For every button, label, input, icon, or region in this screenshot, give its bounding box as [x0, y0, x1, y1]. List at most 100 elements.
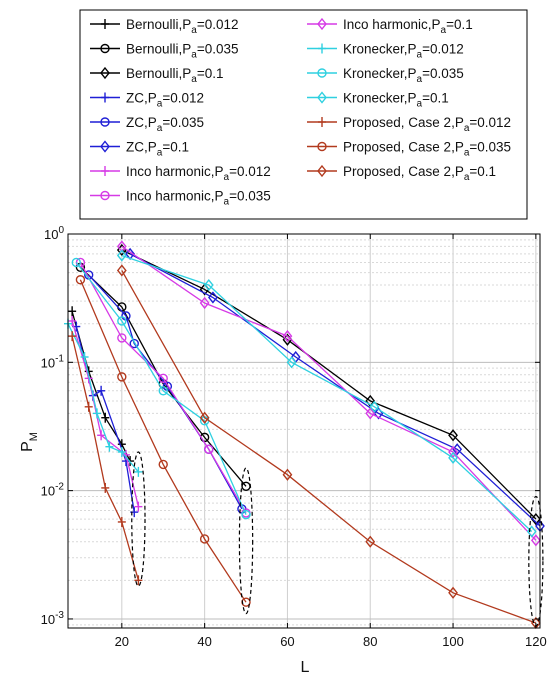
legend-label: Bernoulli,Pa=0.012: [126, 17, 239, 36]
legend-label: ZC,Pa=0.1: [126, 140, 189, 159]
data-point: [75, 275, 86, 285]
data-point: [199, 296, 210, 310]
x-tick-label: 100: [442, 634, 464, 649]
legend-label: Proposed, Case 2,Pa=0.012: [343, 115, 511, 134]
data-point: [117, 333, 127, 343]
legend-item: Bernoulli,Pa=0.1: [90, 66, 224, 85]
legend-label: Bernoulli,Pa=0.035: [126, 42, 239, 61]
data-point: [286, 356, 297, 369]
legend-marker: [317, 141, 327, 152]
legend-label: Proposed, Case 2,Pa=0.1: [343, 164, 496, 183]
annotation-layer: [131, 451, 544, 627]
axes: 20 40 60 80 100 120 10-3 10-2 10-1 100: [41, 225, 547, 649]
data-point: [101, 482, 110, 493]
data-point: [97, 430, 106, 441]
data-point: [208, 291, 218, 304]
legend-item: Inco harmonic,Pa=0.1: [307, 17, 473, 36]
legend-marker: [318, 43, 326, 54]
legend-label: Inco harmonic,Pa=0.035: [126, 189, 271, 208]
series-13: [75, 275, 251, 607]
y-axis-label-main: P: [19, 441, 36, 452]
legend-label: ZC,Pa=0.012: [126, 91, 204, 110]
series-11: [116, 249, 537, 538]
x-axis-label: L: [301, 659, 310, 676]
data-point: [365, 407, 376, 420]
x-tick-label: 80: [363, 634, 377, 649]
legend-item: Kronecker,Pa=0.035: [307, 66, 464, 85]
series-line: [67, 323, 139, 473]
data-point: [448, 445, 458, 459]
y-tick-label: 10-2: [41, 482, 65, 499]
series-line: [121, 249, 537, 520]
data-point: [117, 372, 127, 382]
data-point: [92, 408, 101, 419]
legend-item: Proposed, Case 2,Pa=0.1: [307, 164, 496, 183]
legend-label: Kronecker,Pa=0.035: [343, 66, 464, 85]
data-point: [117, 447, 126, 458]
legend-item: ZC,Pa=0.012: [90, 91, 204, 110]
data-point: [68, 331, 77, 342]
highlight-ellipse: [131, 451, 146, 587]
legend-marker: [317, 68, 327, 78]
data-point: [105, 441, 114, 452]
data-point: [84, 401, 93, 412]
series-12: [68, 331, 143, 586]
data-point: [117, 316, 127, 326]
legend-marker: [101, 92, 109, 103]
legend-item: Proposed, Case 2,Pa=0.035: [307, 140, 511, 159]
data-point: [97, 385, 106, 396]
legend-marker: [318, 117, 326, 127]
series-line: [121, 254, 533, 532]
grid: [68, 234, 540, 628]
data-point: [101, 412, 110, 423]
data-point: [282, 330, 293, 343]
legend-label: Kronecker,Pa=0.012: [343, 42, 464, 61]
series-line: [79, 262, 247, 514]
series-1: [75, 262, 251, 492]
legend-marker: [100, 117, 110, 127]
legend-item: Bernoulli,Pa=0.012: [90, 17, 239, 36]
data-point: [526, 525, 537, 538]
series-line: [121, 270, 537, 624]
data-point: [241, 509, 251, 520]
legend-item: Proposed, Case 2,Pa=0.012: [307, 115, 511, 134]
data-point: [134, 501, 143, 512]
data-point: [116, 264, 127, 277]
y-axis-label-sub: M: [28, 432, 40, 441]
legend-label: Inco harmonic,Pa=0.012: [126, 164, 271, 183]
data-point: [68, 306, 77, 317]
legend-label: Kronecker,Pa=0.1: [343, 91, 449, 110]
legend-box: [79, 9, 528, 220]
data-point: [117, 516, 126, 527]
legend-marker: [317, 17, 327, 31]
legend-label: Bernoulli,Pa=0.1: [126, 66, 224, 85]
series-line: [75, 262, 247, 515]
legend-marker: [100, 140, 110, 153]
legend-label: Inco harmonic,Pa=0.1: [343, 17, 473, 36]
legend-marker: [317, 164, 327, 178]
x-tick-label: 120: [525, 634, 547, 649]
legend-item: ZC,Pa=0.1: [90, 140, 189, 159]
data-point: [204, 444, 214, 454]
data-point: [199, 534, 210, 544]
data-point: [530, 512, 541, 526]
data-point: [530, 534, 541, 547]
legend-item: Bernoulli,Pa=0.035: [90, 42, 239, 61]
data-point: [282, 468, 293, 481]
data-point: [448, 586, 458, 599]
data-point: [71, 257, 81, 268]
series-14: [116, 264, 541, 630]
y-axis-label: PM: [19, 432, 40, 452]
data-point: [129, 338, 139, 349]
y-tick-label: 10-1: [41, 353, 65, 370]
highlight-ellipse: [238, 467, 254, 615]
legend-item: Kronecker,Pa=0.1: [307, 91, 449, 110]
series-layer: [64, 240, 545, 630]
data-point: [158, 373, 168, 384]
data-point: [452, 443, 463, 456]
series-8: [116, 240, 541, 547]
legend: Bernoulli,Pa=0.012 Bernoulli,Pa=0.035 Bern…: [79, 9, 528, 220]
legend-marker: [100, 43, 110, 54]
series-line: [79, 279, 247, 603]
